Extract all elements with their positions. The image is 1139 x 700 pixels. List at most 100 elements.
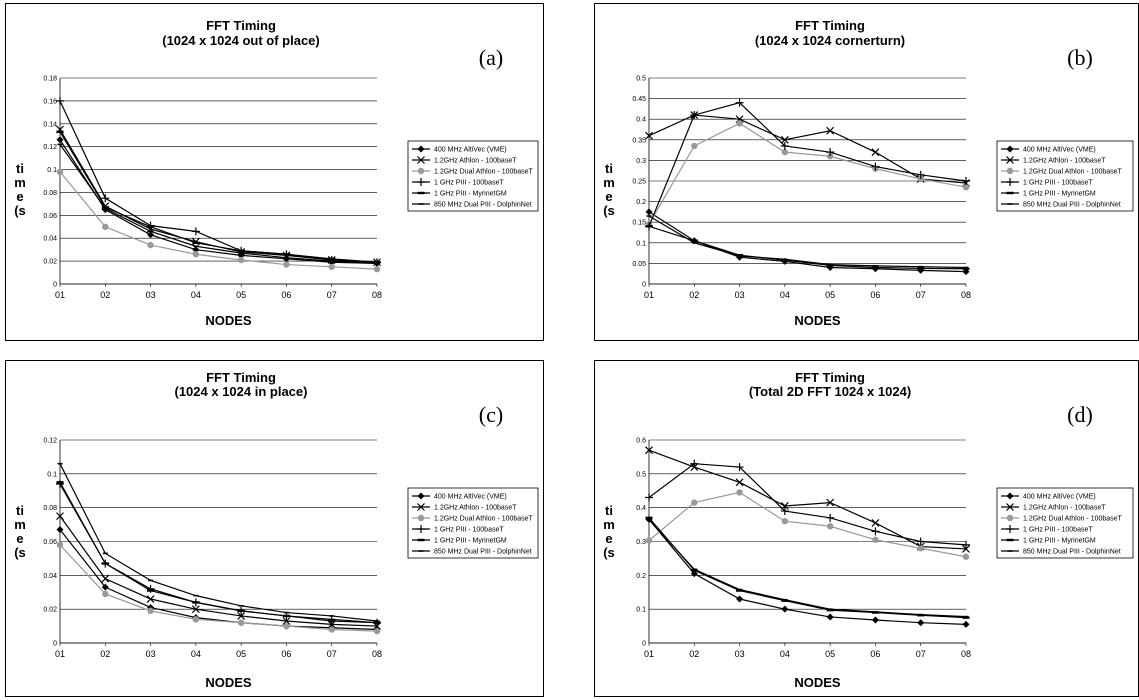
data-point bbox=[645, 516, 653, 520]
legend-label: 850 MHz Dual PIII - DolphinNet bbox=[434, 549, 532, 556]
legend-entry: 850 MHz Dual PIII - DolphinNet bbox=[1001, 202, 1121, 209]
series-6 bbox=[57, 143, 380, 265]
legend-label: 850 MHz Dual PIII - DolphinNet bbox=[434, 202, 532, 209]
legend-label: 1 GHz PIII - MyrinetGM bbox=[1023, 191, 1096, 198]
data-point bbox=[916, 170, 925, 179]
series-line bbox=[648, 122, 967, 225]
data-point bbox=[148, 230, 154, 233]
y-tick-label: 0.02 bbox=[43, 607, 57, 614]
legend-label: 1 GHz PIII - MyrinetGM bbox=[434, 191, 507, 198]
series-6 bbox=[57, 462, 380, 622]
series-line bbox=[648, 463, 967, 546]
legend-label: 1.2GHz Athlon - 100baseT bbox=[1023, 505, 1106, 512]
series-2 bbox=[645, 446, 970, 553]
legend-marker bbox=[418, 550, 424, 552]
x-tick-label: 08 bbox=[372, 649, 382, 659]
legend-label: 400 MHz AltiVec (VME) bbox=[1023, 494, 1096, 501]
series-6 bbox=[646, 518, 969, 618]
legend-box bbox=[407, 487, 539, 559]
data-point bbox=[56, 96, 64, 105]
series-line bbox=[648, 517, 967, 619]
data-point bbox=[101, 583, 109, 591]
legend-marker bbox=[1006, 503, 1014, 511]
data-point bbox=[645, 493, 653, 502]
data-point bbox=[283, 256, 289, 259]
x-tick-label: 01 bbox=[644, 649, 654, 659]
chart-b-svg: FFT Timing(1024 x 1024 cornerturn) (b) 0 0.… bbox=[594, 3, 1139, 341]
data-point bbox=[963, 266, 969, 269]
legend-marker bbox=[1006, 492, 1014, 500]
x-tick-label: 03 bbox=[735, 290, 745, 300]
x-tick-label: 05 bbox=[236, 649, 246, 659]
legend-label: 850 MHz Dual PIII - DolphinNet bbox=[1023, 202, 1121, 209]
legend-marker bbox=[417, 167, 425, 175]
legend-label: 400 MHz AltiVec (VME) bbox=[434, 494, 507, 501]
legend-marker bbox=[1006, 191, 1014, 195]
data-point bbox=[826, 498, 835, 507]
legend-label: 1 GHz PIII - MyrinetGM bbox=[1023, 538, 1096, 545]
legend-entry: 1 GHz PIII - 100baseT bbox=[1001, 525, 1093, 534]
data-point bbox=[826, 148, 835, 157]
panel-label: (b) bbox=[1067, 45, 1093, 70]
y-tick-label: 0 bbox=[53, 282, 57, 289]
legend-marker bbox=[1006, 145, 1014, 153]
x-tick-label: 05 bbox=[236, 290, 246, 300]
series-line bbox=[648, 225, 967, 270]
chart-panel-b: FFT Timing (1024 x 1024 cornerturn) (b) 0 0.… bbox=[594, 3, 1139, 341]
legend-entry: 1 GHz PIII - 100baseT bbox=[412, 525, 504, 534]
chart-subtitle: (1024 x 1024 in place) bbox=[175, 384, 308, 399]
data-point bbox=[193, 245, 199, 248]
x-tick-label: 01 bbox=[55, 290, 65, 300]
x-tick-label: 03 bbox=[146, 290, 156, 300]
x-tick-label: 02 bbox=[100, 649, 110, 659]
series-line bbox=[648, 491, 967, 558]
series-line bbox=[648, 449, 967, 550]
x-tick-label: 03 bbox=[735, 649, 745, 659]
data-point bbox=[737, 255, 743, 257]
data-point bbox=[645, 208, 653, 216]
data-point bbox=[148, 579, 154, 582]
series-line bbox=[648, 215, 967, 269]
x-tick-label: 08 bbox=[372, 290, 382, 300]
data-point bbox=[56, 481, 64, 484]
data-point bbox=[192, 616, 200, 623]
legend-entry: 400 MHz AltiVec (VME) bbox=[1001, 492, 1096, 501]
legend-label: 1 GHz PIII - MyrinetGM bbox=[434, 538, 507, 545]
data-point bbox=[328, 626, 335, 633]
y-tick-label: 0.04 bbox=[43, 236, 57, 243]
data-point bbox=[962, 620, 970, 628]
x-tick-label: 04 bbox=[780, 290, 790, 300]
data-point bbox=[329, 615, 335, 617]
data-point bbox=[237, 612, 246, 620]
legend-marker bbox=[1006, 538, 1014, 542]
chart-title: FFT Timing bbox=[795, 370, 865, 385]
legend-box bbox=[407, 140, 539, 212]
data-point bbox=[827, 608, 833, 610]
y-tick-label: 0.5 bbox=[636, 471, 646, 478]
series-3 bbox=[645, 489, 970, 560]
data-point bbox=[645, 131, 653, 140]
data-point bbox=[56, 168, 64, 176]
legend-entry: 400 MHz AltiVec (VME) bbox=[412, 492, 507, 501]
legend-marker bbox=[1007, 203, 1013, 205]
chart-title: FFT Timing bbox=[206, 370, 276, 385]
legend-box bbox=[996, 487, 1134, 559]
data-point bbox=[645, 446, 653, 455]
chart-panel-d: FFT Timing (Total 2D FFT 1024 x 1024) (d) 0… bbox=[594, 360, 1139, 697]
data-point bbox=[736, 589, 744, 592]
x-tick-label: 06 bbox=[870, 290, 880, 300]
series-3 bbox=[56, 168, 381, 273]
legend: 400 MHz AltiVec (VME) 1.2GHz Athlon - 100… bbox=[996, 140, 1134, 212]
data-point bbox=[917, 545, 924, 552]
y-tick-label: 0.5 bbox=[636, 76, 646, 83]
x-tick-label: 05 bbox=[825, 290, 835, 300]
legend-label: 1.2GHz Athlon - 100baseT bbox=[434, 505, 517, 512]
y-axis-title: ti m e (s bbox=[14, 161, 26, 232]
data-point bbox=[691, 499, 698, 506]
series-line bbox=[59, 529, 378, 631]
data-point bbox=[780, 141, 789, 150]
data-point bbox=[872, 611, 878, 613]
data-point bbox=[102, 223, 109, 230]
series-line bbox=[59, 144, 378, 264]
y-tick-label: 0.15 bbox=[632, 220, 646, 227]
